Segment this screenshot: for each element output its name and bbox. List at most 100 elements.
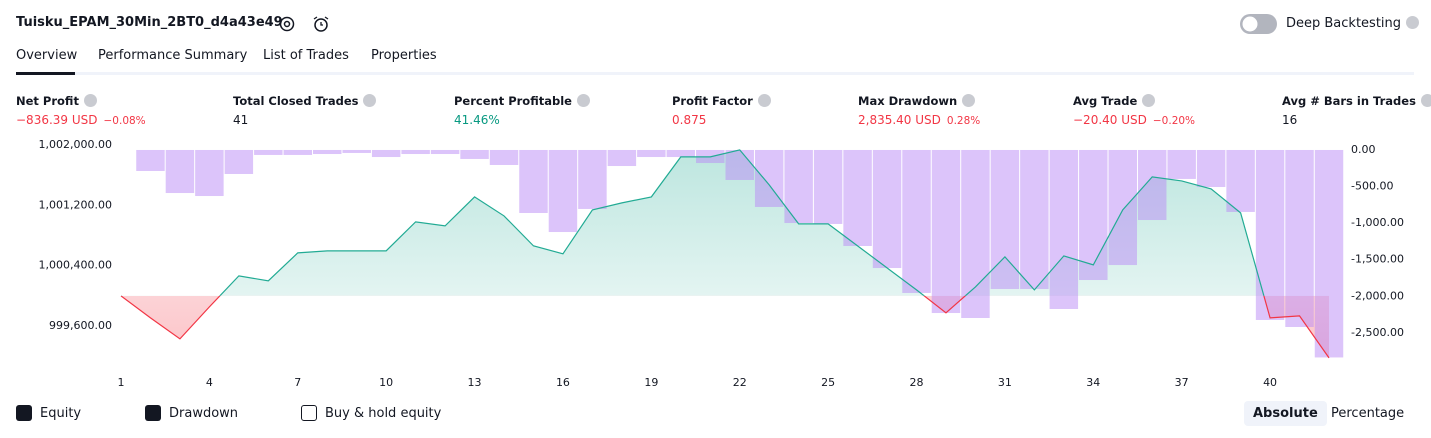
metric-label: Profit Factor [672, 94, 771, 108]
y-tick-label: 999,600.00 [49, 319, 112, 332]
drawdown-bar [430, 149, 460, 155]
drawdown-bar [342, 149, 371, 153]
text: −0.20% [1152, 115, 1196, 127]
checkbox[interactable] [145, 405, 161, 421]
deep-backtesting-toggle[interactable] [1239, 13, 1279, 35]
tab[interactable]: List of Trades [263, 48, 349, 63]
legend-buy-hold[interactable]: Buy & hold equity [301, 405, 441, 421]
metric-value: 2,835.40 USD 0.28% [858, 113, 980, 127]
help-icon[interactable] [1420, 94, 1431, 107]
tab[interactable]: Overview [16, 48, 78, 63]
x-tick-label: 31 [998, 376, 1012, 389]
metric-label: Percent Profitable [454, 94, 590, 108]
x-tick-label: 28 [910, 376, 924, 389]
y2-tick-label: -1,500.00 [1351, 253, 1404, 266]
drawdown-bar [165, 149, 195, 194]
drawdown-bar [460, 149, 489, 159]
text: 41 [233, 113, 249, 127]
tab[interactable]: Performance Summary [98, 48, 248, 63]
metric-label: Avg # Bars in Trades [1282, 94, 1431, 108]
y-tick-label: 1,002,000.00 [39, 138, 112, 151]
drawdown-bar [401, 149, 430, 155]
drawdown-bar [813, 149, 843, 224]
drawdown-bar [224, 149, 254, 174]
text: −20.40 USD [1073, 113, 1147, 127]
text: 16 [1282, 113, 1298, 127]
metric-label: Max Drawdown [858, 94, 976, 108]
tab-divider [16, 72, 1414, 75]
x-tick-label: 40 [1263, 376, 1277, 389]
text: 0.875 [672, 113, 707, 127]
text: −836.39 USD [16, 113, 98, 127]
metric-label: Total Closed Trades [233, 94, 377, 108]
text: Max Drawdown [858, 94, 958, 108]
y2-tick-label: -2,500.00 [1351, 326, 1404, 339]
drawdown-bar [254, 149, 283, 155]
checkbox[interactable] [301, 405, 317, 421]
y2-tick-label: 0.00 [1351, 143, 1376, 156]
text: Buy & hold equity [325, 406, 442, 421]
help-icon[interactable] [757, 94, 771, 107]
metric-value: 41 [233, 113, 248, 127]
drawdown-bar [313, 149, 342, 155]
label: Deep Backtesting [1286, 16, 1402, 31]
metric-value: 0.875 [672, 113, 706, 127]
drawdown-bar [931, 149, 961, 314]
checkbox[interactable] [16, 405, 32, 421]
equity-area [121, 149, 1329, 296]
help-icon[interactable] [1406, 16, 1420, 29]
drawdown-bar [1108, 149, 1137, 266]
metric-label: Avg Trade [1073, 94, 1156, 108]
metric-label: Net Profit [16, 94, 97, 108]
text: Avg Trade [1073, 94, 1138, 108]
text: 2,835.40 USD [858, 113, 941, 127]
drawdown-bar [489, 149, 519, 165]
y-tick-label: 1,000,400.00 [39, 259, 112, 272]
drawdown-bar [1167, 149, 1196, 179]
drawdown-bar [1314, 149, 1344, 358]
drawdown-bar [371, 149, 401, 158]
legend-equity[interactable]: Equity [16, 405, 81, 421]
drawdown-bar [1226, 149, 1255, 212]
metric-value: −20.40 USD −0.20% [1073, 113, 1195, 127]
drawdown-bar [784, 149, 813, 224]
help-icon[interactable] [576, 94, 590, 107]
drawdown-bar [1079, 149, 1108, 281]
help-icon[interactable] [83, 94, 97, 107]
text: Profit Factor [672, 94, 753, 108]
text: Drawdown [169, 406, 239, 421]
drawdown-bar [1285, 149, 1314, 327]
drawdown-bar [578, 149, 607, 209]
tab[interactable]: Properties [371, 48, 437, 63]
drawdown-bar [872, 149, 902, 269]
y-tick-label: 1,001,200.00 [39, 198, 112, 211]
x-tick-label: 22 [733, 376, 747, 389]
scale-button[interactable]: Percentage [1331, 406, 1405, 421]
drawdown-bar [843, 149, 872, 246]
drawdown-bar [961, 149, 990, 318]
text: Total Closed Trades [233, 94, 359, 108]
help-icon[interactable] [1142, 94, 1156, 107]
legend-drawdown[interactable]: Drawdown [145, 405, 238, 421]
strategy-title: Tuisku_EPAM_30Min_2BT0_d4a43e49 [16, 15, 283, 30]
title-icons[interactable] [278, 15, 338, 35]
x-tick-label: 4 [206, 376, 213, 389]
y2-tick-label: -500.00 [1351, 180, 1393, 193]
y2-tick-label: -2,000.00 [1351, 289, 1404, 302]
drawdown-bar [1020, 149, 1049, 290]
help-icon[interactable] [962, 94, 976, 107]
scale-button[interactable]: Absolute [1244, 401, 1327, 426]
drawdown-bar [1049, 149, 1079, 309]
x-tick-label: 7 [294, 376, 301, 389]
y2-tick-label: -1,000.00 [1351, 216, 1404, 229]
x-tick-label: 13 [468, 376, 482, 389]
text: Percent Profitable [454, 94, 572, 108]
metric-value: 16 [1282, 113, 1297, 127]
drawdown-bar [1137, 149, 1167, 221]
drawdown-bar [725, 149, 754, 180]
drawdown-bar [1255, 149, 1285, 320]
help-icon[interactable] [363, 94, 377, 107]
drawdown-bar [637, 149, 666, 158]
